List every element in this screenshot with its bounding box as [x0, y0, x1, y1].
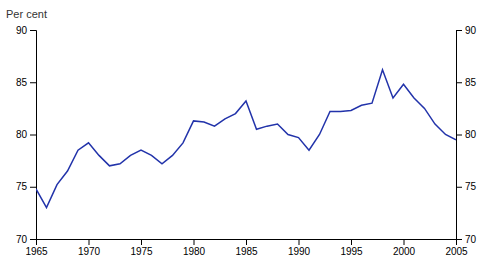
tick-mark: [351, 239, 352, 245]
tick-mark: [456, 187, 462, 188]
tick-mark: [141, 239, 142, 245]
tick-label: 90: [465, 25, 477, 36]
tick-mark: [89, 239, 90, 245]
chart-svg: 1965197019751980198519901995200020057075…: [0, 0, 492, 265]
tick-mark: [30, 30, 36, 31]
tick: 85: [456, 77, 477, 88]
tick-label: 1990: [288, 246, 311, 257]
tick: 1965: [25, 239, 48, 257]
tick: 85: [16, 77, 36, 88]
chart-container: 1965197019751980198519901995200020057075…: [0, 0, 492, 265]
tick: 1990: [288, 239, 311, 257]
tick-label: 2005: [445, 246, 468, 257]
y2-axis: 70 75 80 85 90: [456, 25, 477, 245]
tick-mark: [456, 135, 462, 136]
tick-mark: [299, 239, 300, 245]
tick: 1985: [235, 239, 258, 257]
tick-mark: [194, 239, 195, 245]
tick-mark: [404, 239, 405, 245]
tick: 75: [456, 181, 477, 192]
tick-label: 1975: [130, 246, 153, 257]
tick-mark: [30, 82, 36, 83]
x-axis: 1965 1970 1975 1980 1985 1990 1995 2000 2005: [25, 239, 468, 257]
tick-mark: [246, 239, 247, 245]
plot-area: [36, 70, 456, 208]
tick-mark: [456, 82, 462, 83]
data-line: [36, 70, 456, 208]
tick: 70: [16, 234, 36, 245]
tick: 1980: [183, 239, 206, 257]
tick: 1970: [78, 239, 101, 257]
tick: 75: [16, 181, 36, 192]
tick: 90: [16, 25, 36, 36]
tick-label: 1985: [235, 246, 258, 257]
y-axis-label: Per cent: [6, 8, 47, 20]
tick: 80: [456, 129, 477, 140]
tick: 70: [456, 234, 477, 245]
tick: 1995: [340, 239, 363, 257]
tick-label: 80: [465, 129, 477, 140]
tick-mark: [456, 239, 462, 240]
tick: 1975: [130, 239, 153, 257]
tick-label: 70: [465, 234, 477, 245]
tick-mark: [30, 239, 36, 240]
tick-mark: [30, 187, 36, 188]
tick-label: 1995: [340, 246, 363, 257]
plot-root: 1965197019751980198519901995200020057075…: [16, 25, 477, 257]
tick-label: 1970: [78, 246, 101, 257]
tick-label: 85: [16, 77, 28, 88]
tick-label: 85: [465, 77, 477, 88]
tick-label: 1980: [183, 246, 206, 257]
tick-label: 2000: [393, 246, 416, 257]
axis-line: [37, 240, 457, 246]
tick-mark: [30, 135, 36, 136]
tick-label: 75: [465, 181, 477, 192]
axis-line: [30, 31, 37, 240]
tick: 90: [456, 25, 477, 36]
tick-label: 80: [16, 129, 28, 140]
tick-label: 70: [16, 234, 28, 245]
axis-line: [457, 31, 463, 240]
tick-label: 90: [16, 25, 28, 36]
tick: 80: [16, 129, 36, 140]
tick-label: 75: [16, 181, 28, 192]
tick-mark: [456, 30, 462, 31]
tick-label: 1965: [25, 246, 48, 257]
tick: 2000: [393, 239, 416, 257]
y-axis: 70 75 80 85 90: [16, 25, 37, 245]
